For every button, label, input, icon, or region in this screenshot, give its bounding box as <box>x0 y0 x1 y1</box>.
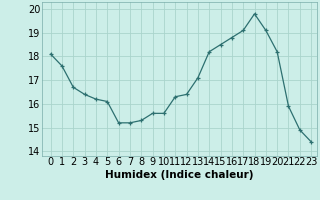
X-axis label: Humidex (Indice chaleur): Humidex (Indice chaleur) <box>105 170 253 180</box>
